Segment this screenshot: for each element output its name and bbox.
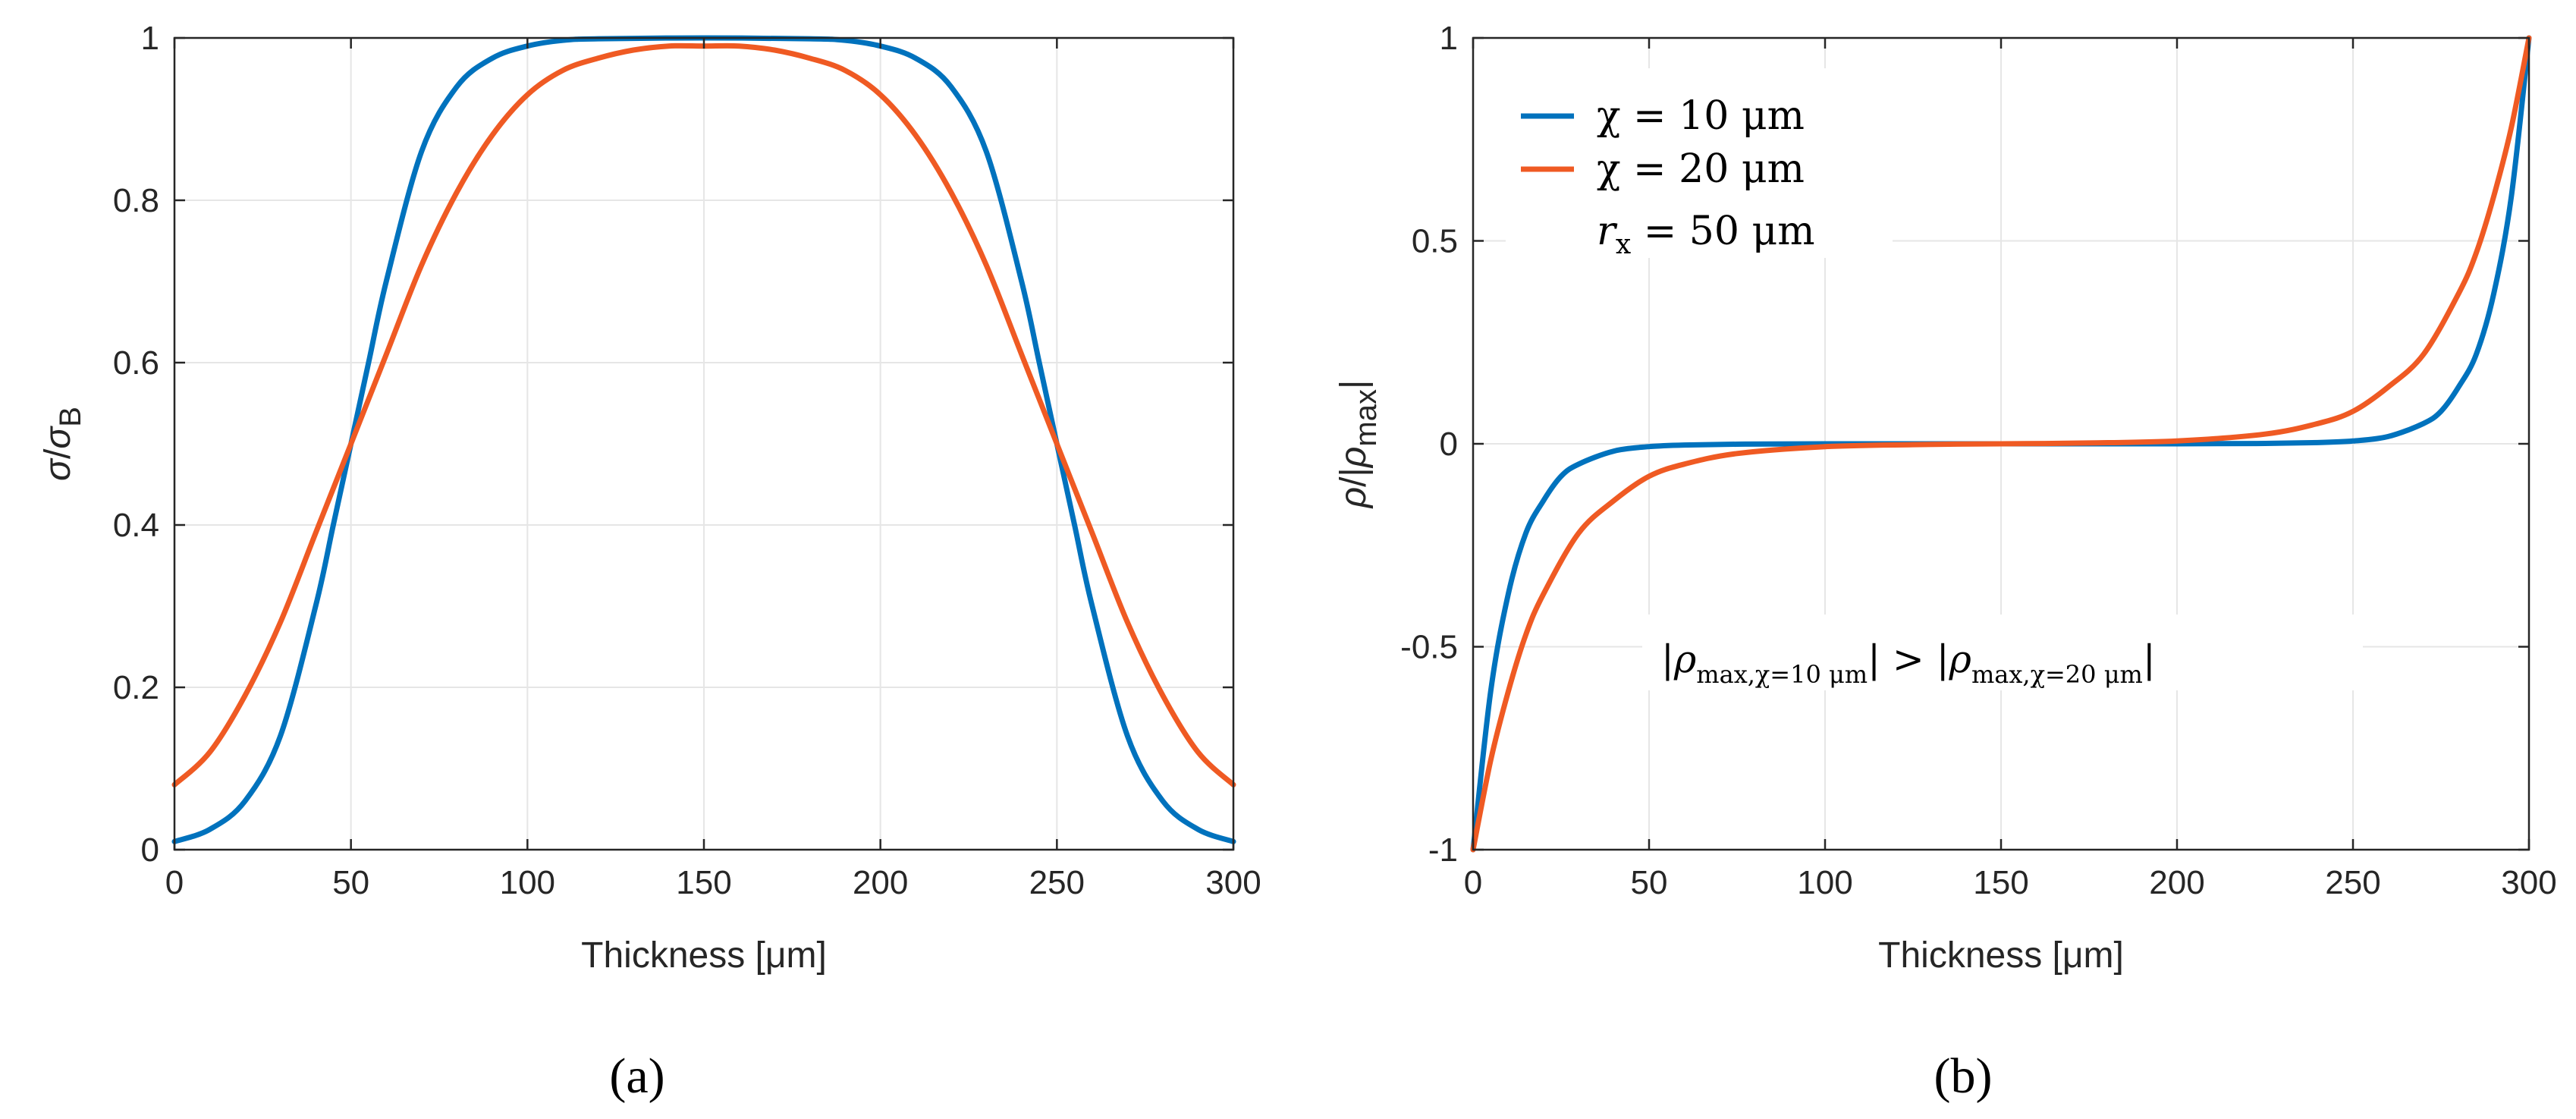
ticks-b: 0 50 100 150 200 250 300 -1 -0.5 0 0.5 1 [1400,20,2557,901]
y-tick-label-a-3: 0.6 [113,344,159,382]
x-tick-label-b-3: 150 [1973,864,2028,901]
grid-a [174,38,1233,850]
y-tick-label-a-2: 0.4 [113,507,159,544]
x-tick-label-b-1: 50 [1631,864,1668,901]
y-tick-label-a-1: 0.2 [113,669,159,706]
y-tick-label-b-4: 1 [1440,20,1458,57]
y-tick-label-a-4: 0.8 [113,182,159,219]
legend: χ = 10 μm χ = 20 μm rx = 50 μm [1506,68,1893,260]
x-tick-label-b-6: 300 [2501,864,2556,901]
y-tick-label-a-5: 1 [141,20,159,57]
x-tick-label-b-5: 250 [2325,864,2380,901]
annotation-background [1642,615,2363,690]
legend-radius-note: rx = 50 μm [1597,209,1815,260]
chart-b: 0 50 100 150 200 250 300 -1 -0.5 0 0.5 1 Thickness … [1334,20,2557,1104]
panel-label-b: (b) [1934,1048,1993,1104]
annotation-text: |ρmax,χ=10 μm| > |ρmax,χ=20 μm| [1661,637,2156,689]
x-tick-label-a-2: 100 [500,864,555,901]
x-axis-label-a: Thickness [μm] [581,935,827,976]
legend-label-chi-10: χ = 10 μm [1597,93,1805,139]
legend-background [1506,68,1893,258]
x-tick-label-a-3: 150 [676,864,731,901]
legend-entry-chi-20: χ = 20 μm [1521,146,1805,192]
panel-label-a: (a) [609,1048,664,1104]
y-axis-label-a: σ/σB [38,407,87,481]
y-tick-label-b-3: 0.5 [1412,223,1458,260]
x-tick-label-a-1: 50 [332,864,369,901]
y-tick-label-b-1: -0.5 [1400,629,1458,666]
y-tick-label-b-2: 0 [1440,426,1458,463]
x-tick-label-a-4: 200 [853,864,908,901]
x-tick-label-a-5: 250 [1029,864,1085,901]
x-tick-label-b-4: 200 [2149,864,2204,901]
series-lines-b [1470,35,2532,853]
x-tick-label-b-2: 100 [1797,864,1852,901]
legend-entry-chi-10: χ = 10 μm [1521,93,1805,139]
series-line-b-1 [1470,35,2532,853]
y-axis-label-b: ρ/|ρmax| [1334,380,1383,510]
ticks-a: 0 50 100 150 200 250 300 0 0.2 0.4 0.6 0.8 1 [113,20,1261,901]
x-tick-label-a-0: 0 [165,864,184,901]
legend-label-chi-20: χ = 20 μm [1597,146,1805,192]
max-density-comparison: |ρmax,χ=10 μm| > |ρmax,χ=20 μm| [1642,615,2363,690]
x-axis-label-b: Thickness [μm] [1878,935,2124,976]
y-tick-label-b-0: -1 [1428,831,1458,869]
x-tick-label-b-0: 0 [1464,864,1482,901]
x-tick-label-a-6: 300 [1205,864,1261,901]
y-tick-label-a-0: 0 [141,831,159,869]
chart-a: 0 50 100 150 200 250 300 0 0.2 0.4 0.6 0.8 1 Thickne… [38,20,1261,1104]
